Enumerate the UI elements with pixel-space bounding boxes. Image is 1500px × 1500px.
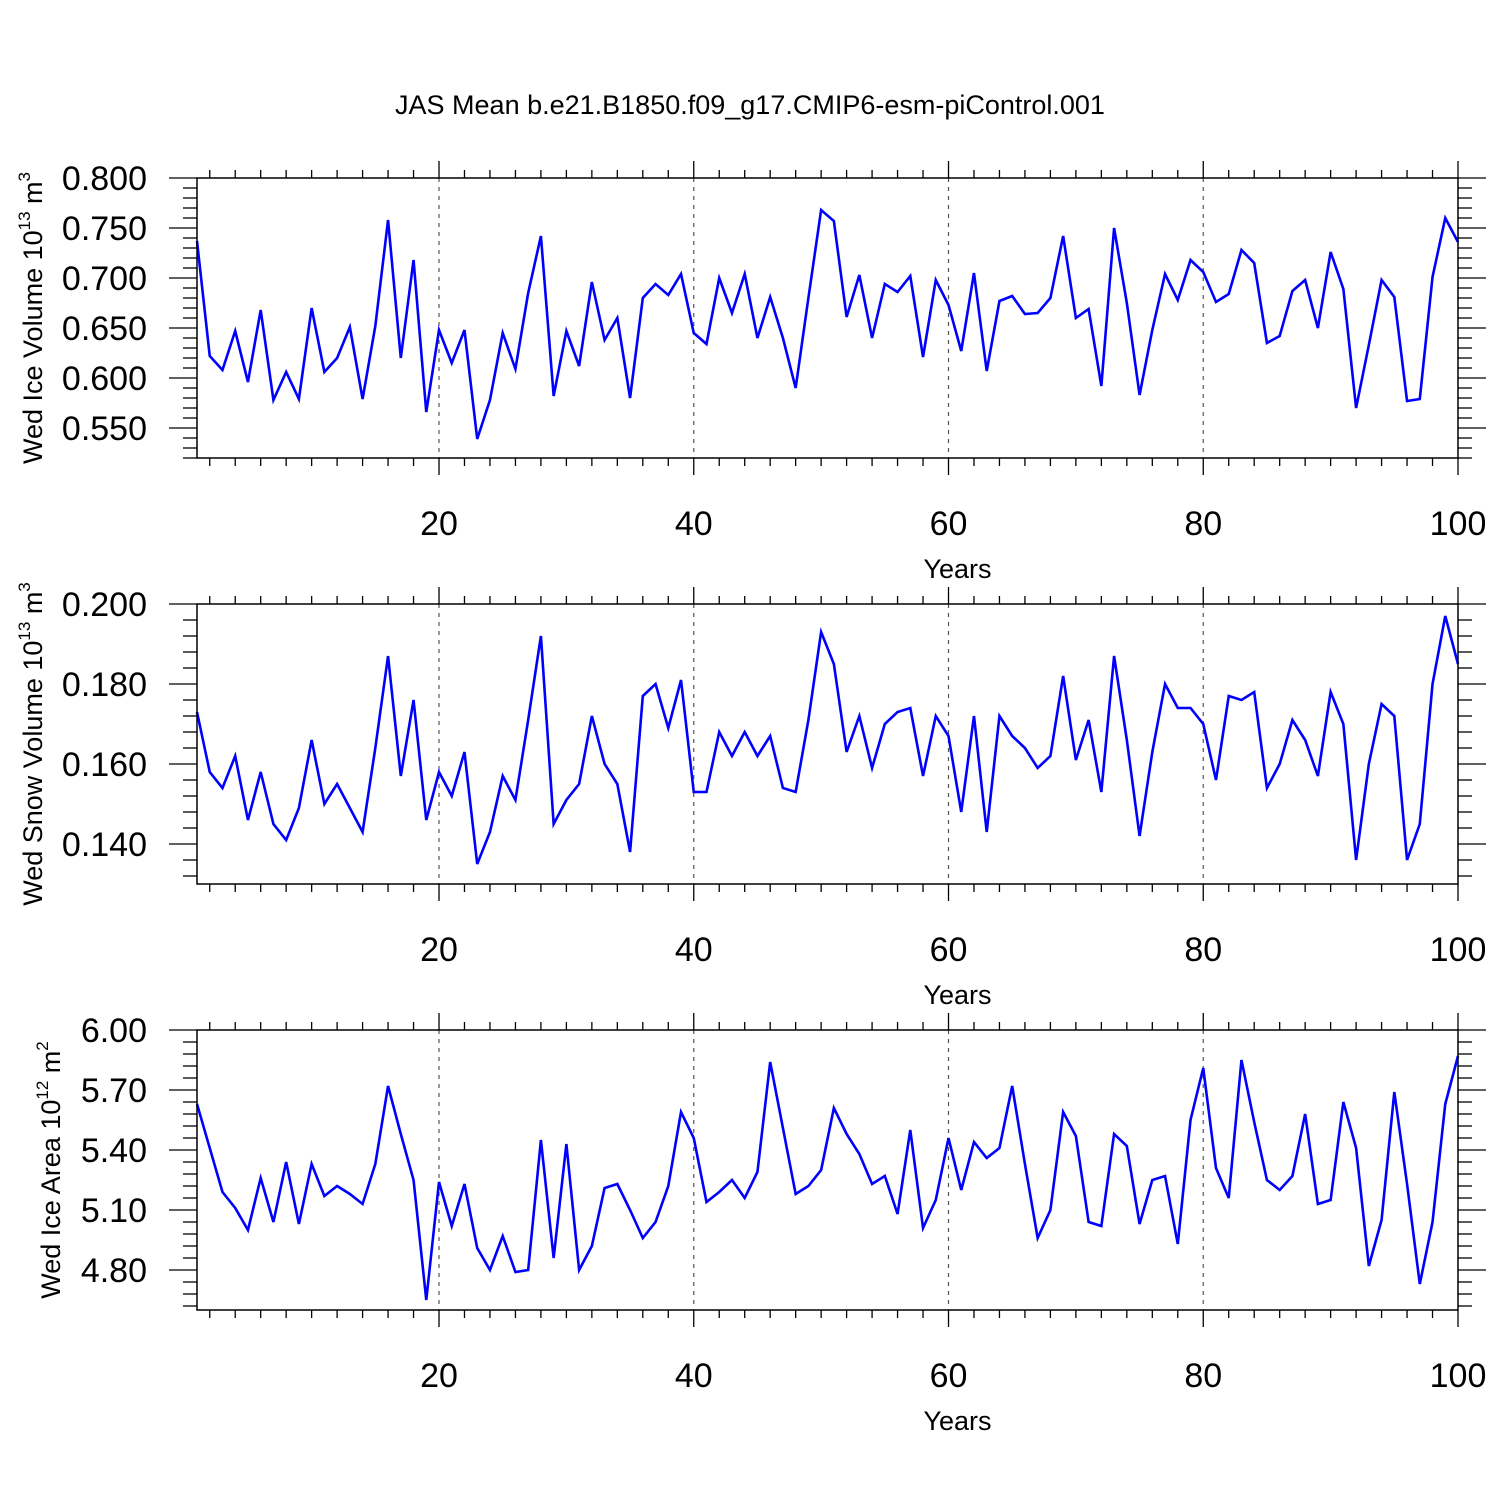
chart-panel-2: 20 40 60 80 100 0.140 0.160 0.180 0.200 Years Wed …: [15, 582, 1486, 1010]
y-axis-label-text: m: [18, 592, 48, 622]
y-tick-label: 0.800: [62, 160, 147, 198]
chart-panel-3: 20 40 60 80 100 4.80 5.10 5.40 5.70 6.00 Years Wed …: [33, 1012, 1486, 1436]
series-line: [195, 1055, 1460, 1301]
y-tick-label: 5.70: [81, 1072, 147, 1110]
y-axis-label: Wed Ice Volume 1013 m3: [15, 172, 48, 464]
y-axis-label-superscript: 2: [33, 1041, 52, 1050]
plot-frame: [196, 603, 1459, 885]
x-axis-label: Years: [923, 1406, 991, 1436]
x-tick-label: 60: [930, 931, 968, 969]
y-tick-label: 0.700: [62, 260, 147, 298]
y-tick-label: 5.10: [81, 1192, 147, 1230]
x-tick-label: 40: [675, 1357, 713, 1395]
y-tick-label: 0.140: [62, 826, 147, 864]
x-tick-label: 100: [1430, 505, 1487, 543]
chart-panel-1: 20 40 60 80 100 0.550 0.600 0.650 0.700 0.750 0.80…: [15, 160, 1486, 584]
y-tick-label: 0.550: [62, 410, 147, 448]
y-tick-label: 0.180: [62, 666, 147, 704]
y-axis-label-superscript: 13: [15, 622, 34, 641]
x-tick-label: 80: [1184, 505, 1222, 543]
x-tick-label: 20: [420, 931, 458, 969]
y-tick-label: 0.200: [62, 586, 147, 624]
x-tick-label: 80: [1184, 931, 1222, 969]
x-axis-label: Years: [923, 554, 991, 584]
x-tick-label: 80: [1184, 1357, 1222, 1395]
x-tick-label: 40: [675, 931, 713, 969]
y-axis-label-text: Wed Snow Volume 10: [18, 641, 48, 906]
y-tick-label: 6.00: [81, 1012, 147, 1050]
y-tick-label: 0.160: [62, 746, 147, 784]
y-axis-label-text: Wed Ice Area 10: [36, 1100, 66, 1299]
y-tick-label: 0.650: [62, 310, 147, 348]
x-tick-label: 100: [1430, 931, 1487, 969]
y-axis-label-text: Wed Ice Volume 10: [18, 230, 48, 464]
y-tick-label: 5.40: [81, 1132, 147, 1170]
y-axis-label-superscript: 3: [15, 172, 34, 181]
y-axis-label-text: m: [36, 1051, 66, 1081]
series-line: [195, 207, 1460, 440]
y-axis-label: Wed Ice Area 1012 m2: [33, 1041, 66, 1299]
y-tick-label: 0.600: [62, 360, 147, 398]
x-tick-label: 100: [1430, 1357, 1487, 1395]
y-axis-label-superscript: 3: [15, 582, 34, 591]
x-tick-label: 40: [675, 505, 713, 543]
figure-title: JAS Mean b.e21.B1850.f09_g17.CMIP6-esm-p…: [395, 90, 1105, 120]
y-axis-label-superscript: 12: [33, 1081, 52, 1100]
x-tick-label: 20: [420, 505, 458, 543]
x-tick-label: 60: [930, 505, 968, 543]
x-tick-label: 20: [420, 1357, 458, 1395]
x-tick-label: 60: [930, 1357, 968, 1395]
plot-frame: [196, 1029, 1459, 1311]
y-tick-label: 0.750: [62, 210, 147, 248]
y-axis-label-text: m: [18, 181, 48, 211]
y-tick-label: 4.80: [81, 1252, 147, 1290]
chart-panels: 20 40 60 80 100 0.550 0.600 0.650 0.700 0.750 0.80…: [15, 160, 1486, 1436]
y-axis-label: Wed Snow Volume 1013 m3: [15, 582, 48, 906]
x-axis-label: Years: [923, 980, 991, 1010]
series-line: [195, 615, 1460, 865]
y-axis-label-superscript: 13: [15, 211, 34, 230]
